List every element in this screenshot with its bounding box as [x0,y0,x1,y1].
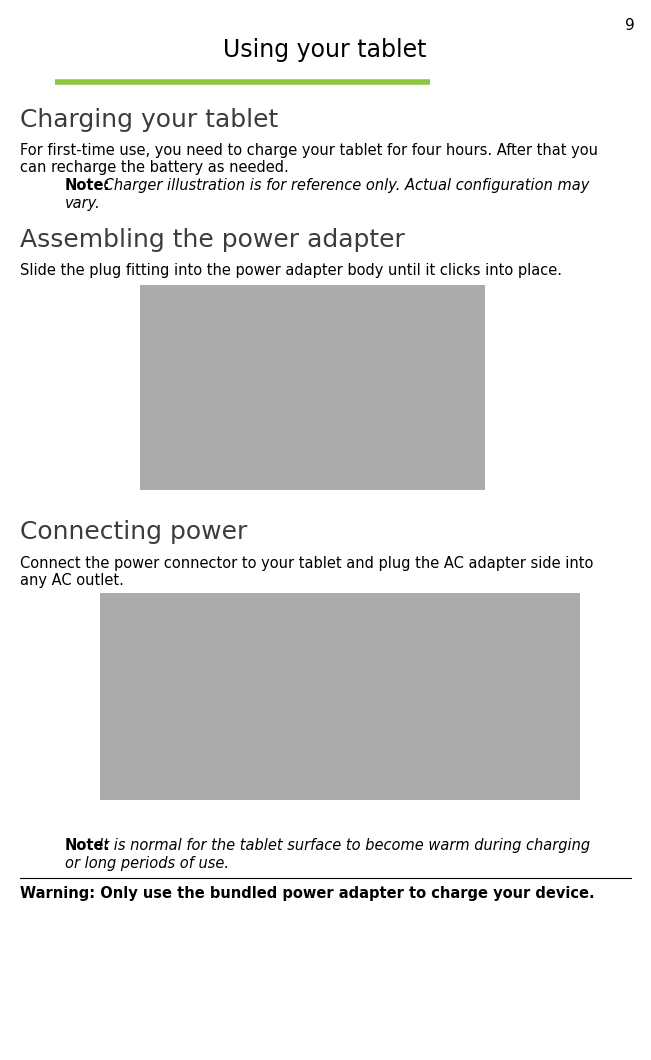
Text: Assembling the power adapter: Assembling the power adapter [20,228,405,252]
Text: For first-time use, you need to charge your tablet for four hours. After that yo: For first-time use, you need to charge y… [20,143,598,158]
Text: Connect the power connector to your tablet and plug the AC adapter side into: Connect the power connector to your tabl… [20,556,593,571]
Text: Charging your tablet: Charging your tablet [20,108,278,132]
Text: Note:: Note: [65,178,111,193]
Text: Using your tablet: Using your tablet [223,38,427,61]
Text: Note:: Note: [65,838,111,853]
Text: It is normal for the tablet surface to become warm during charging: It is normal for the tablet surface to b… [99,838,590,853]
Text: vary.: vary. [65,196,101,211]
Text: Slide the plug fitting into the power adapter body until it clicks into place.: Slide the plug fitting into the power ad… [20,263,562,278]
Bar [140,285,485,490]
Text: Connecting power: Connecting power [20,520,247,544]
Text: Charger illustration is for reference only. Actual configuration may: Charger illustration is for reference on… [99,178,589,193]
Bar [100,593,580,800]
Text: 9: 9 [625,18,635,33]
Text: Warning: Only use the bundled power adapter to charge your device.: Warning: Only use the bundled power adap… [20,886,594,901]
Text: any AC outlet.: any AC outlet. [20,573,124,588]
Text: or long periods of use.: or long periods of use. [65,856,229,871]
Text: can recharge the battery as needed.: can recharge the battery as needed. [20,160,289,175]
